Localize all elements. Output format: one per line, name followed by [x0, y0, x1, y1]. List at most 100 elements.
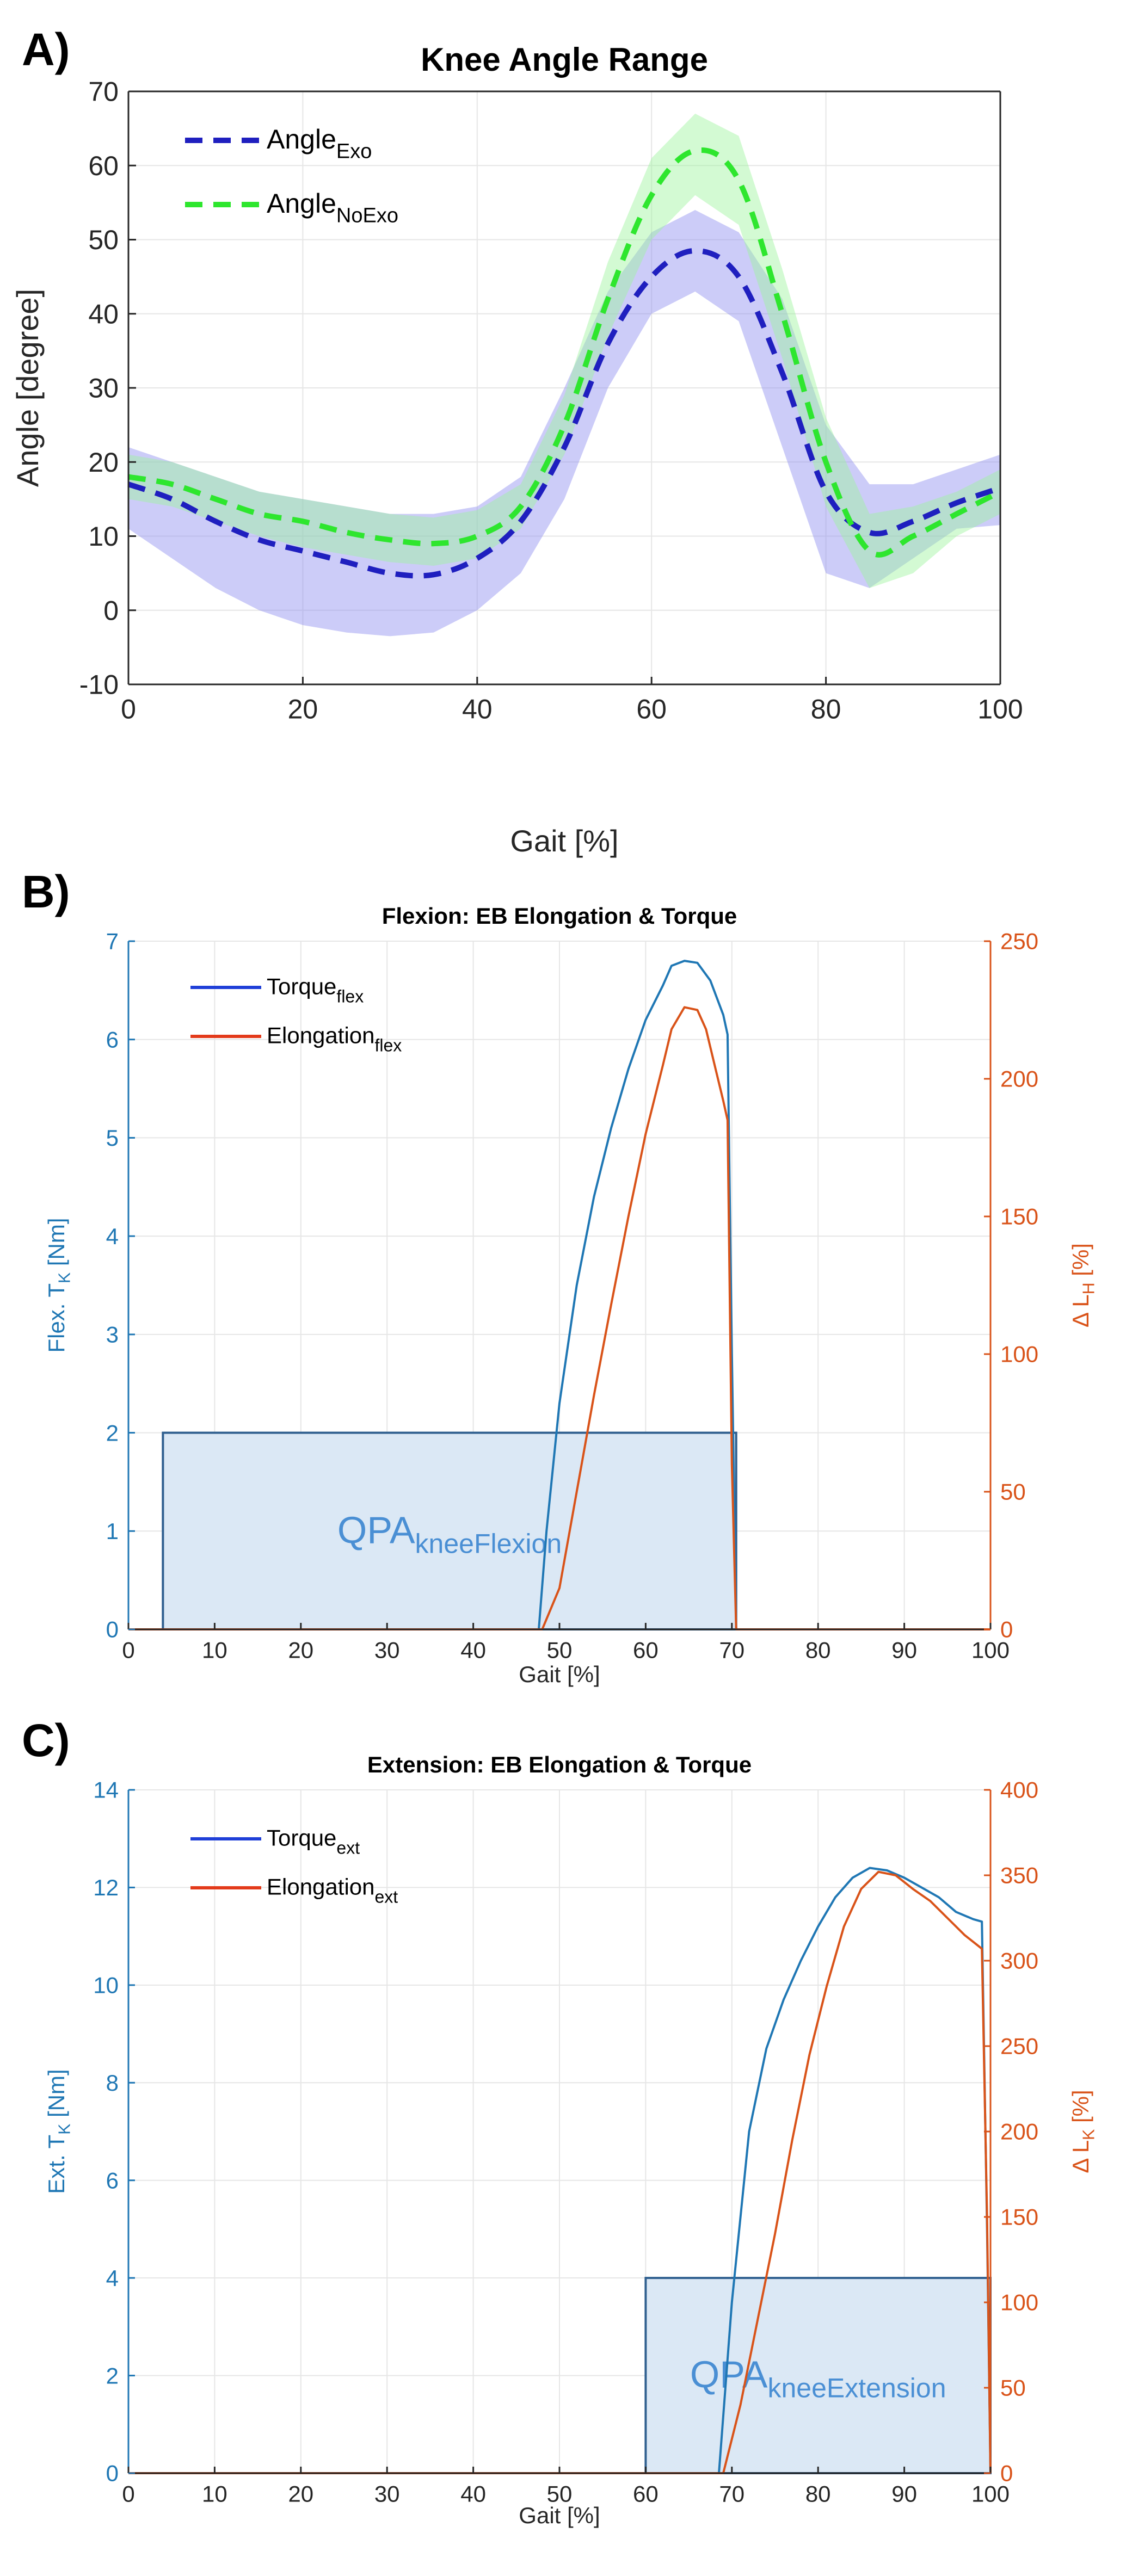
- x-tick-label: 80: [811, 694, 841, 725]
- y-tick-label: 10: [88, 521, 119, 552]
- y-tick-label: 10: [93, 1973, 119, 1998]
- y-tick-label: -10: [79, 670, 119, 700]
- y-tick-label: 8: [106, 2070, 119, 2096]
- y2-tick-label: 250: [1000, 929, 1038, 954]
- x-tick-label: 10: [202, 1638, 227, 1663]
- chart-title: Flexion: EB Elongation & Torque: [382, 903, 737, 929]
- y-tick-label: 14: [93, 1777, 119, 1803]
- y2-axis-label: Δ LH [%]: [1068, 1243, 1098, 1327]
- y2-tick-label: 200: [1000, 1066, 1038, 1092]
- x-tick-label: 100: [971, 1638, 1010, 1663]
- y2-tick-label: 50: [1000, 2375, 1026, 2401]
- x-tick-label: 60: [636, 694, 667, 725]
- panel-label: B): [22, 866, 70, 917]
- legend-entry: Elongationext: [267, 1874, 398, 1907]
- y2-tick-label: 0: [1000, 2461, 1013, 2486]
- x-tick-label: 10: [202, 2481, 227, 2507]
- x-tick-label: 70: [719, 2481, 744, 2507]
- x-tick-label: 30: [374, 1638, 400, 1663]
- x-tick-label: 50: [547, 1638, 573, 1663]
- x-axis-label: Gait [%]: [519, 1661, 600, 1687]
- x-tick-label: 20: [288, 2481, 313, 2507]
- y-tick-label: 5: [106, 1125, 119, 1151]
- x-tick-label: 60: [633, 2481, 659, 2507]
- series-line-elongation-flex: [128, 1006, 990, 1630]
- y-tick-label: 1: [106, 1518, 119, 1544]
- x-tick-label: 40: [460, 1638, 486, 1663]
- x-tick-label: 0: [122, 1638, 134, 1663]
- y-tick-label: 20: [88, 447, 119, 478]
- series-line-torque-flex: [128, 960, 990, 1630]
- confidence-band-noexo: [128, 113, 1000, 588]
- x-tick-label: 0: [122, 2481, 134, 2507]
- y2-tick-label: 100: [1000, 1342, 1038, 1367]
- y-tick-label: 4: [106, 1224, 119, 1249]
- chart-title: Knee Angle Range: [421, 41, 708, 78]
- y-tick-label: 2: [106, 2363, 119, 2388]
- legend-entry: AngleExo: [267, 124, 372, 163]
- x-tick-label: 70: [719, 1638, 744, 1663]
- series-line-torque-ext: [128, 1867, 992, 2474]
- y2-tick-label: 50: [1000, 1479, 1026, 1505]
- y-tick-label: 30: [88, 373, 119, 404]
- qpa-region: [162, 1431, 737, 1631]
- x-tick-label: 100: [977, 694, 1023, 725]
- chart-title: Extension: EB Elongation & Torque: [367, 1752, 752, 1777]
- qpa-label: QPAkneeExtension: [690, 2353, 946, 2404]
- x-tick-label: 80: [805, 2481, 831, 2507]
- x-tick-label: 50: [547, 2481, 573, 2507]
- y2-tick-label: 250: [1000, 2034, 1038, 2059]
- y-tick-label: 50: [88, 225, 119, 255]
- y-axis-label: Ext. TK [Nm]: [44, 2069, 74, 2194]
- confidence-band-exo: [128, 210, 1000, 637]
- x-tick-label: 40: [462, 694, 493, 725]
- y-tick-label: 0: [106, 1617, 119, 1642]
- x-tick-label: 30: [374, 2481, 400, 2507]
- x-axis-label: Gait [%]: [510, 824, 618, 858]
- y-tick-label: 2: [106, 1420, 119, 1445]
- y2-tick-label: 350: [1000, 1863, 1038, 1888]
- x-axis-label: Gait [%]: [519, 2503, 600, 2528]
- y-tick-label: 60: [88, 151, 119, 181]
- legend-entry: AngleNoExo: [267, 188, 398, 227]
- x-tick-label: 20: [288, 694, 318, 725]
- y2-tick-label: 100: [1000, 2290, 1038, 2315]
- panel-label: A): [22, 24, 70, 75]
- y2-tick-label: 400: [1000, 1777, 1038, 1803]
- y-tick-label: 70: [88, 77, 119, 107]
- y-tick-label: 0: [106, 2461, 119, 2486]
- y2-axis-label: Δ LK [%]: [1068, 2090, 1098, 2173]
- y2-tick-label: 300: [1000, 1948, 1038, 1974]
- y-tick-label: 12: [93, 1875, 119, 1900]
- x-tick-label: 90: [891, 1638, 917, 1663]
- x-tick-label: 20: [288, 1638, 313, 1663]
- x-tick-label: 40: [460, 2481, 486, 2507]
- y-tick-label: 40: [88, 299, 119, 329]
- y2-tick-label: 200: [1000, 2119, 1038, 2145]
- qpa-label: QPAkneeFlexion: [337, 1509, 562, 1559]
- x-tick-label: 100: [971, 2481, 1010, 2507]
- y2-tick-label: 150: [1000, 1204, 1038, 1230]
- series-line-angle-noexo: [128, 147, 1002, 558]
- y-tick-label: 3: [106, 1322, 119, 1348]
- series-line-angle-exo: [127, 248, 1001, 579]
- y-axis-label: Flex. TK [Nm]: [44, 1218, 74, 1352]
- legend-entry: Torqueflex: [267, 974, 364, 1006]
- y-tick-label: 6: [106, 2167, 119, 2193]
- x-tick-label: 90: [891, 2481, 917, 2507]
- x-tick-label: 0: [121, 694, 136, 725]
- x-tick-label: 80: [805, 1638, 831, 1663]
- series-line-elongation-ext: [128, 1870, 992, 2474]
- legend-entry: Elongationflex: [267, 1023, 402, 1055]
- panel-label: C): [22, 1715, 70, 1766]
- y2-tick-label: 0: [1000, 1617, 1013, 1642]
- y2-tick-label: 150: [1000, 2204, 1038, 2230]
- y-tick-label: 4: [106, 2265, 119, 2291]
- qpa-region: [644, 2277, 992, 2475]
- y-tick-label: 0: [103, 595, 119, 626]
- legend-entry: Torqueext: [267, 1825, 360, 1858]
- y-axis-label: Angle [degree]: [10, 289, 45, 487]
